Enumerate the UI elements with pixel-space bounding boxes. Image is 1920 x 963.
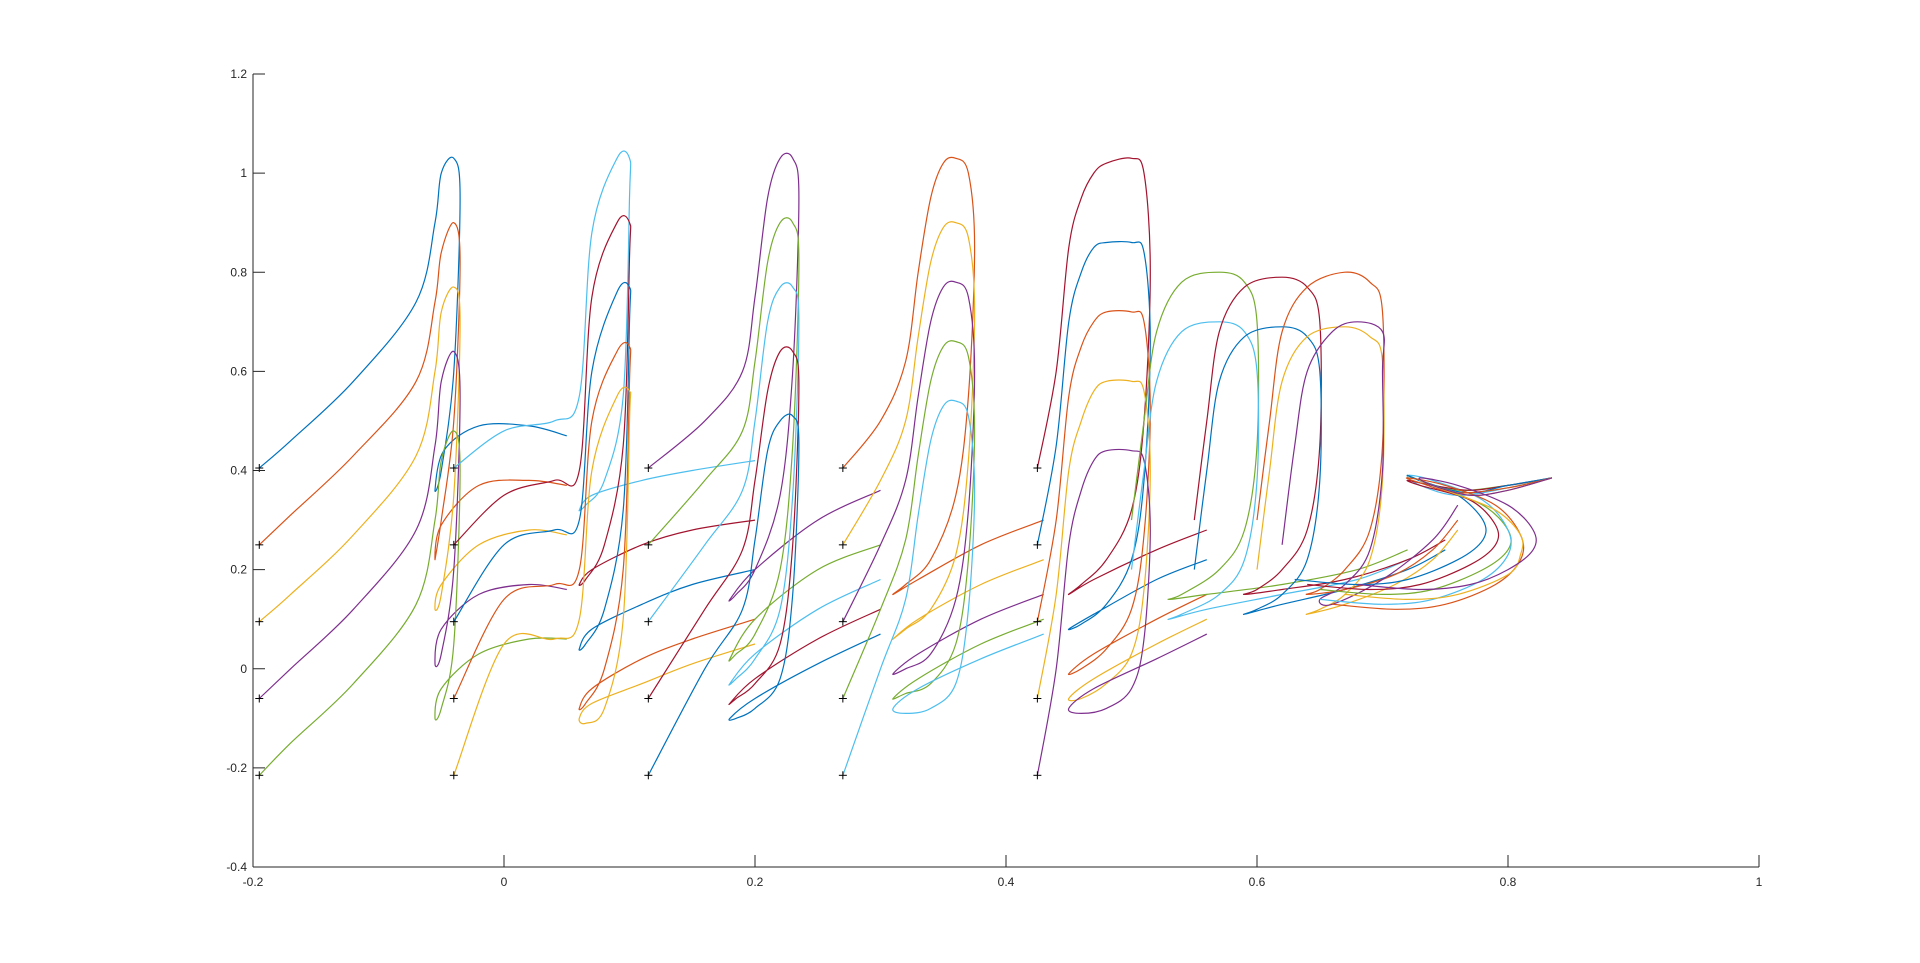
series-line-3 [258, 286, 567, 623]
start-marker [838, 617, 847, 626]
x-tick-label: 0.4 [998, 875, 1015, 889]
series-line-14 [647, 346, 881, 706]
start-marker [255, 617, 264, 626]
start-marker [644, 617, 653, 626]
start-marker [1033, 540, 1042, 549]
start-marker [838, 540, 847, 549]
series-line-30 [1256, 271, 1459, 596]
series-line-22 [1036, 240, 1208, 631]
start-marker [449, 540, 458, 549]
start-marker [838, 771, 847, 780]
y-tick-label: 0.4 [230, 464, 247, 478]
start-marker [449, 694, 458, 703]
start-marker [644, 771, 653, 780]
series-line-6 [453, 150, 756, 512]
series-line-1 [258, 156, 567, 492]
series-line-12 [647, 217, 881, 662]
axes: -0.2 0 0.2 0.4 0.6 0.8 1-0.4-0.200.20.40.60.81… [226, 67, 1762, 889]
series-line-11 [647, 152, 881, 602]
start-marker [1033, 694, 1042, 703]
series-line-15 [647, 413, 881, 776]
series-line-13 [647, 282, 881, 686]
series-line-27 [1130, 321, 1408, 620]
series-line-4 [258, 350, 567, 699]
start-marker [255, 694, 264, 703]
series-line-16 [842, 156, 1044, 596]
series-line-36 [1294, 474, 1553, 586]
series-line-25 [1036, 448, 1208, 776]
x-tick-label: 0 [501, 875, 508, 889]
y-tick-label: 1 [240, 166, 247, 180]
series-line-5 [258, 430, 567, 776]
start-marker-layer [255, 464, 1042, 780]
series-line-8 [453, 281, 756, 651]
series-line-29 [1193, 326, 1446, 615]
series-line-7 [453, 215, 756, 586]
x-tick-label: 1 [1756, 875, 1763, 889]
start-marker [449, 617, 458, 626]
series-layer [258, 150, 1553, 776]
series-line-24 [1036, 379, 1208, 702]
y-tick-label: 0.2 [230, 563, 247, 577]
y-tick-label: 0.8 [230, 265, 247, 279]
start-marker [449, 771, 458, 780]
x-tick-label: -0.2 [243, 875, 264, 889]
start-marker [1033, 617, 1042, 626]
x-tick-label: 0.6 [1249, 875, 1266, 889]
series-line-21 [1036, 157, 1208, 596]
series-line-17 [842, 221, 1044, 640]
y-tick-label: 1.2 [230, 67, 247, 81]
start-marker [1033, 464, 1042, 473]
start-marker [255, 771, 264, 780]
start-marker [644, 540, 653, 549]
series-line-9 [453, 341, 756, 711]
x-tick-label: 0.2 [747, 875, 764, 889]
start-marker [644, 464, 653, 473]
start-marker [449, 464, 458, 473]
y-tick-label: -0.4 [226, 860, 247, 874]
series-line-28 [1193, 276, 1446, 596]
start-marker [644, 694, 653, 703]
series-line-18 [842, 280, 1044, 676]
x-tick-label: 0.8 [1500, 875, 1517, 889]
series-line-26 [1130, 271, 1408, 601]
start-marker [255, 540, 264, 549]
series-line-10 [453, 386, 756, 776]
y-tick-label: 0 [240, 662, 247, 676]
y-tick-label: 0.6 [230, 364, 247, 378]
y-tick-label: -0.2 [226, 761, 247, 775]
series-line-20 [842, 399, 1044, 776]
series-line-32 [1281, 321, 1459, 606]
start-marker [838, 464, 847, 473]
series-line-31 [1256, 326, 1459, 615]
series-line-35 [1307, 477, 1553, 591]
start-marker [1033, 771, 1042, 780]
series-line-39 [1357, 477, 1553, 591]
series-line-2 [258, 222, 567, 561]
series-line-23 [1036, 310, 1208, 676]
start-marker [838, 694, 847, 703]
series-line-19 [842, 340, 1044, 700]
